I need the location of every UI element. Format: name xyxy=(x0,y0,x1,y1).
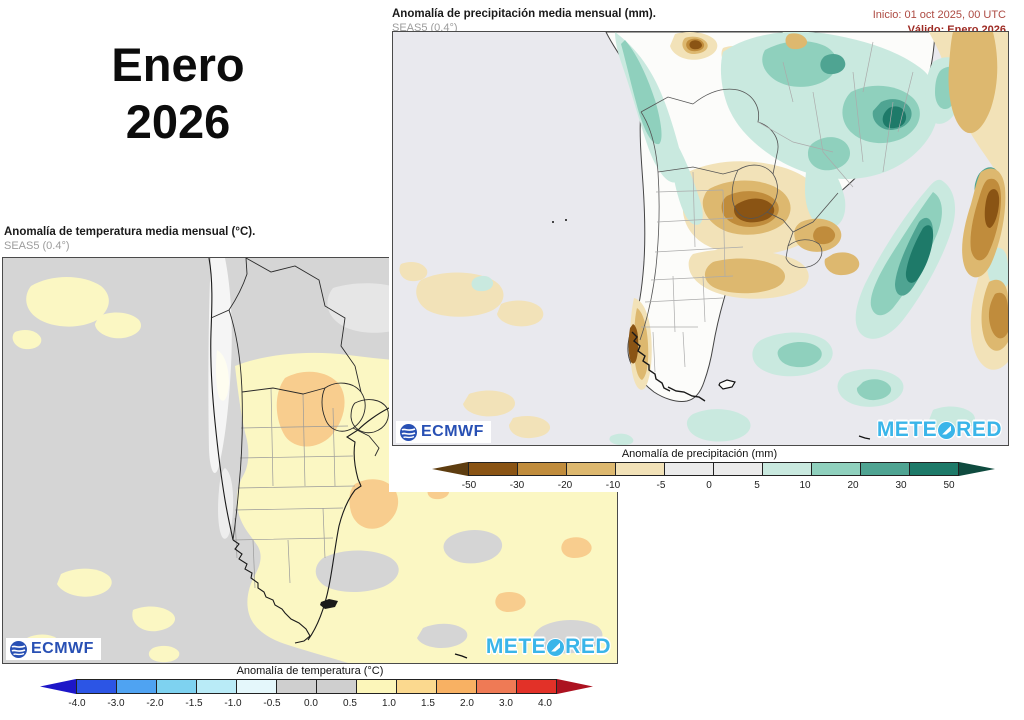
precip-dry-core-layer xyxy=(628,32,1008,380)
precipitation-colorbar: Anomalía de precipitación (mm) -50 -30 -20… xyxy=(392,448,1007,494)
ecmwf-logo-icon xyxy=(10,640,27,658)
precipitation-panel: Anomalía de precipitación media mensual … xyxy=(389,0,1024,492)
precipitation-state-borders xyxy=(641,41,914,373)
precipitation-country-borders xyxy=(639,88,839,341)
precipitation-map: ECMWF METE RED xyxy=(392,31,1009,446)
meteored-logo-text-suffix: RED xyxy=(565,635,611,658)
ecmwf-logo: ECMWF xyxy=(6,638,101,660)
falkland-islands xyxy=(718,379,736,390)
pacific-islands xyxy=(552,219,567,223)
meteored-logo: METE RED xyxy=(877,418,1002,442)
temperature-colorbar-label: Anomalía de temperatura (°C) xyxy=(236,665,384,677)
south-georgia-island xyxy=(454,653,468,659)
temperature-colorbar: Anomalía de temperatura (°C) -4.0 -3.0 -2.… xyxy=(2,665,618,713)
fjord-coastline xyxy=(631,331,706,402)
temperature-colorbar-scale: -4.0 -3.0 -2.0 -1.5 -1.0 -0.5 0.0 0.5 1.0 1.5 2.0 3… xyxy=(40,679,618,713)
temperature-map-subtitle: SEAS5 (0.4°) xyxy=(4,240,70,252)
precipitation-map-graphic xyxy=(393,32,1008,445)
meteored-o-icon xyxy=(938,421,956,439)
precipitation-colorbar-label: Anomalía de precipitación (mm) xyxy=(621,448,778,460)
meteored-logo-text-prefix: METE xyxy=(485,635,547,658)
falkland-islands xyxy=(320,599,338,609)
precipitation-colorbar-scale: -50 -30 -20 -10 -5 0 5 10 20 30 50 xyxy=(432,462,1007,494)
month-title: Enero 2026 xyxy=(58,36,298,150)
ecmwf-logo-text: ECMWF xyxy=(421,423,484,440)
ecmwf-logo-text: ECMWF xyxy=(31,640,94,657)
precipitation-map-title: Anomalía de precipitación media mensual … xyxy=(392,8,656,20)
month-title-line1: Enero xyxy=(111,38,245,91)
temperature-country-borders xyxy=(210,258,389,541)
south-georgia-island xyxy=(858,435,871,440)
month-title-line2: 2026 xyxy=(125,95,231,148)
meteored-logo: METE RED xyxy=(486,635,611,659)
temperature-province-borders xyxy=(232,387,356,589)
ecmwf-logo: ECMWF xyxy=(396,421,491,443)
temperature-map-title: Anomalía de temperatura media mensual (°… xyxy=(4,226,256,238)
meteored-o-icon xyxy=(547,638,565,656)
ecmwf-logo-icon xyxy=(400,423,417,441)
meteored-logo-text-prefix: METE xyxy=(876,418,938,441)
meteored-logo-text-suffix: RED xyxy=(956,418,1002,441)
run-init-label: Inicio: 01 oct 2025, 00 UTC xyxy=(872,9,1006,21)
temperature-panel-header: Anomalía de temperatura media mensual (°… xyxy=(4,226,384,252)
